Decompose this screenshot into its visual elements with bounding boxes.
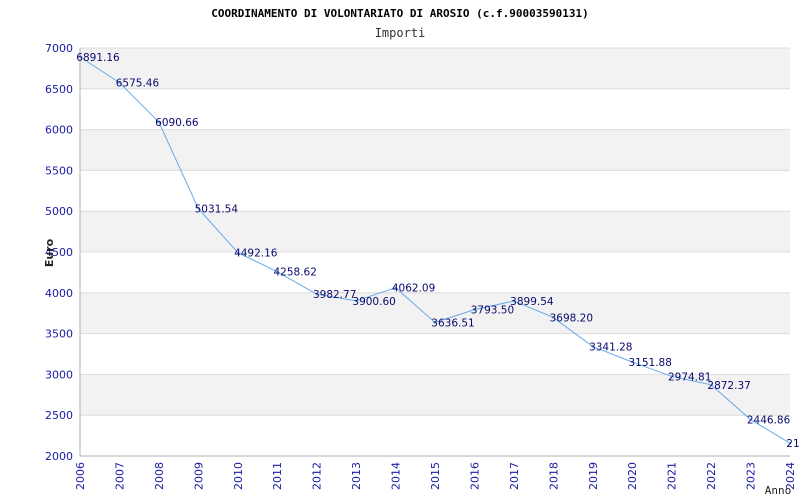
y-tick-label: 5000 <box>45 205 73 218</box>
chart-title: COORDINAMENTO DI VOLONTARIATO DI AROSIO … <box>211 7 589 20</box>
data-point <box>78 55 82 59</box>
data-label: 2156.40 <box>786 438 800 450</box>
x-tick-label: 2014 <box>390 462 403 490</box>
data-label: 3982.77 <box>313 289 356 301</box>
y-tick-label: 2000 <box>45 450 73 463</box>
data-label: 3900.60 <box>352 296 395 308</box>
data-point <box>394 286 397 289</box>
data-label: 5031.54 <box>195 204 239 216</box>
data-point <box>276 270 279 273</box>
x-tick-label: 2021 <box>666 462 679 490</box>
y-tick-label: 6500 <box>45 83 73 96</box>
data-point <box>591 345 594 348</box>
data-label: 6090.66 <box>155 117 199 129</box>
x-axis-label: Anno <box>765 484 792 497</box>
y-tick-label: 7000 <box>45 42 73 55</box>
x-axis-ticks: 2006 2007 2008 2009 2010 2011 2012 2013 2014 2015… <box>74 462 797 490</box>
axes <box>79 48 790 457</box>
data-point <box>157 121 161 124</box>
x-tick-label: 2008 <box>153 462 166 490</box>
y-tick-label: 3500 <box>45 328 73 341</box>
x-tick-label: 2018 <box>547 462 560 490</box>
chart-subtitle: Importi <box>375 26 426 40</box>
data-labels: 6891.16 6575.46 6090.66 5031.54 4492.16 4258.… <box>76 52 800 450</box>
x-tick-label: 2024 <box>784 462 797 490</box>
plot-band <box>80 292 790 334</box>
plot-band <box>80 88 790 130</box>
y-tick-label: 5500 <box>45 164 73 177</box>
data-point <box>709 383 713 387</box>
y-tick-label: 3000 <box>45 368 73 381</box>
data-label: 3899.54 <box>510 296 554 308</box>
x-tick-label: 2006 <box>74 462 87 490</box>
data-point <box>631 360 634 364</box>
data-label: 2872.37 <box>707 380 750 392</box>
data-label: 6891.16 <box>76 52 120 64</box>
plot-band <box>80 252 790 293</box>
x-tick-label: 2016 <box>468 462 481 490</box>
y-tick-label: 2500 <box>45 409 73 422</box>
data-label: 4062.09 <box>392 283 435 295</box>
series-line-group <box>78 55 792 445</box>
data-label: 3151.88 <box>629 357 672 369</box>
data-label: 4492.16 <box>234 248 278 260</box>
plot-background <box>80 48 790 456</box>
x-tick-label: 2012 <box>311 462 324 490</box>
data-point <box>552 316 555 319</box>
x-tick-label: 2019 <box>587 462 600 490</box>
y-tick-label: 6000 <box>45 124 73 137</box>
plot-band <box>80 211 790 252</box>
data-label: 2446.86 <box>747 415 791 427</box>
data-point <box>315 293 318 296</box>
data-point <box>512 299 516 303</box>
x-tick-label: 2023 <box>745 462 758 490</box>
data-point <box>433 321 437 324</box>
y-axis-label: Euro <box>43 238 56 267</box>
plot-band <box>80 333 790 375</box>
plot-band <box>80 129 790 171</box>
x-tick-label: 2010 <box>232 462 245 490</box>
data-point <box>788 442 792 445</box>
y-tick-label: 4500 <box>45 246 73 259</box>
data-point <box>236 251 239 254</box>
x-tick-label: 2011 <box>271 462 284 490</box>
y-axis-ticks: 2000 2500 3000 3500 4000 4500 5000 5500 6000 6500… <box>45 42 73 463</box>
data-point <box>670 375 673 378</box>
data-point <box>354 299 358 303</box>
data-label: 3698.20 <box>550 312 593 324</box>
data-label: 3341.28 <box>589 342 632 354</box>
x-tick-label: 2022 <box>705 462 718 490</box>
x-tick-label: 2007 <box>113 462 126 490</box>
data-label: 6575.46 <box>116 78 160 90</box>
data-point <box>118 81 121 84</box>
data-label: 2974.81 <box>668 371 711 383</box>
data-label: 3793.50 <box>471 305 514 317</box>
x-tick-label: 2013 <box>350 462 363 490</box>
y-tick-label: 4000 <box>45 287 73 300</box>
x-tick-label: 2020 <box>626 462 639 490</box>
data-point <box>197 207 200 210</box>
data-point <box>473 308 476 311</box>
x-tick-label: 2009 <box>192 462 205 490</box>
plot-band <box>80 170 790 212</box>
x-tick-label: 2015 <box>429 462 442 490</box>
x-tick-label: 2017 <box>508 462 521 490</box>
plot-band <box>80 374 790 416</box>
plot-band <box>80 48 790 89</box>
data-point <box>749 418 752 421</box>
plot-band <box>80 415 790 456</box>
data-label: 3636.51 <box>431 317 474 329</box>
data-label: 4258.62 <box>274 267 317 279</box>
